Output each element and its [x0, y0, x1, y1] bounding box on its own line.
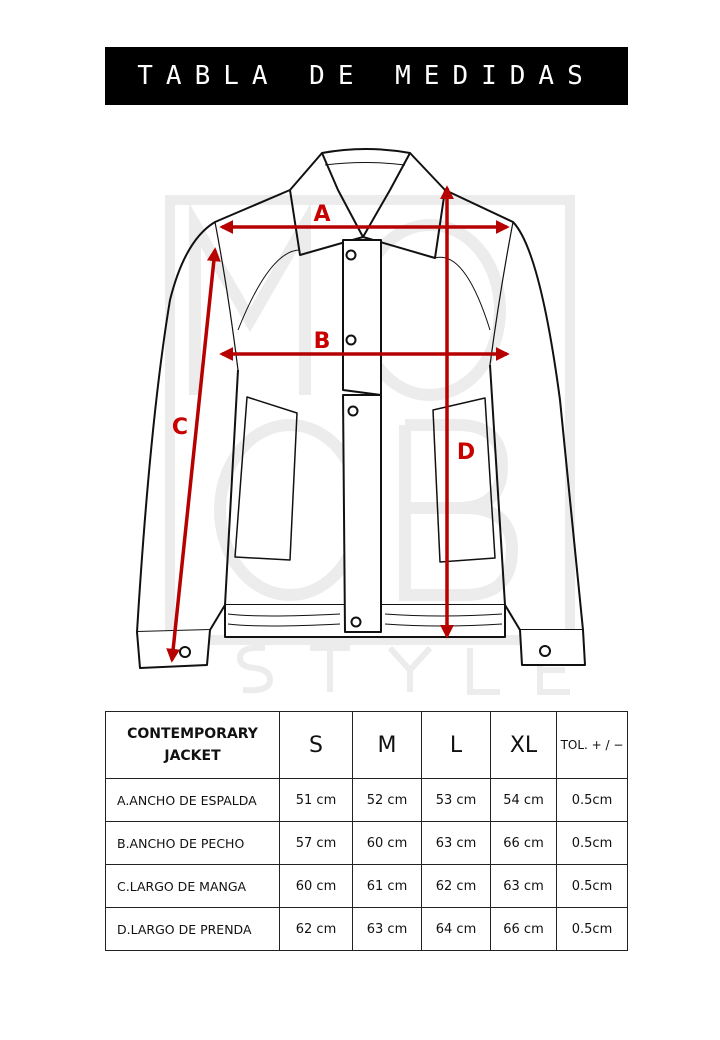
tolerance-cell: 0.5cm — [556, 864, 628, 908]
tolerance-cell: 0.5cm — [556, 778, 628, 822]
table-header-row: CONTEMPORARY JACKET S M L XL TOL. + / − — [105, 711, 628, 779]
size-table: CONTEMPORARY JACKET S M L XL TOL. + / − … — [105, 711, 628, 951]
cell: 63 cm — [352, 907, 422, 951]
cell: 63 cm — [490, 864, 557, 908]
table-row: B.ANCHO DE PECHO 57 cm 60 cm 63 cm 66 cm… — [105, 821, 628, 865]
label-a: A — [313, 202, 330, 227]
row-label: C.LARGO DE MANGA — [105, 864, 280, 908]
table-row: D.LARGO DE PRENDA 62 cm 63 cm 64 cm 66 c… — [105, 907, 628, 951]
row-label: A.ANCHO DE ESPALDA — [105, 778, 280, 822]
table-row: C.LARGO DE MANGA 60 cm 61 cm 62 cm 63 cm… — [105, 864, 628, 908]
label-b: B — [314, 329, 331, 354]
row-label: D.LARGO DE PRENDA — [105, 907, 280, 951]
tolerance-cell: 0.5cm — [556, 821, 628, 865]
label-d: D — [457, 440, 475, 465]
cell: 53 cm — [421, 778, 491, 822]
cell: 60 cm — [352, 821, 422, 865]
measurement-arrows — [166, 185, 510, 663]
cell: 52 cm — [352, 778, 422, 822]
size-header: S — [279, 711, 353, 779]
size-header: L — [421, 711, 491, 779]
cell: 57 cm — [279, 821, 353, 865]
cell: 61 cm — [352, 864, 422, 908]
cell: 66 cm — [490, 821, 557, 865]
label-c: C — [172, 415, 188, 440]
page-title: TABLA DE MEDIDAS — [105, 47, 628, 105]
table-row: A.ANCHO DE ESPALDA 51 cm 52 cm 53 cm 54 … — [105, 778, 628, 822]
cell: 51 cm — [279, 778, 353, 822]
cell: 62 cm — [421, 864, 491, 908]
product-header: CONTEMPORARY JACKET — [105, 711, 280, 779]
cell: 64 cm — [421, 907, 491, 951]
cell: 62 cm — [279, 907, 353, 951]
size-header: XL — [490, 711, 557, 779]
size-header: M — [352, 711, 422, 779]
cell: 60 cm — [279, 864, 353, 908]
tolerance-header: TOL. + / − — [556, 711, 628, 779]
cell: 63 cm — [421, 821, 491, 865]
cell: 54 cm — [490, 778, 557, 822]
row-label: B.ANCHO DE PECHO — [105, 821, 280, 865]
tolerance-cell: 0.5cm — [556, 907, 628, 951]
cell: 66 cm — [490, 907, 557, 951]
jacket-diagram: A B C D — [136, 148, 586, 695]
arrow-c — [166, 247, 221, 663]
